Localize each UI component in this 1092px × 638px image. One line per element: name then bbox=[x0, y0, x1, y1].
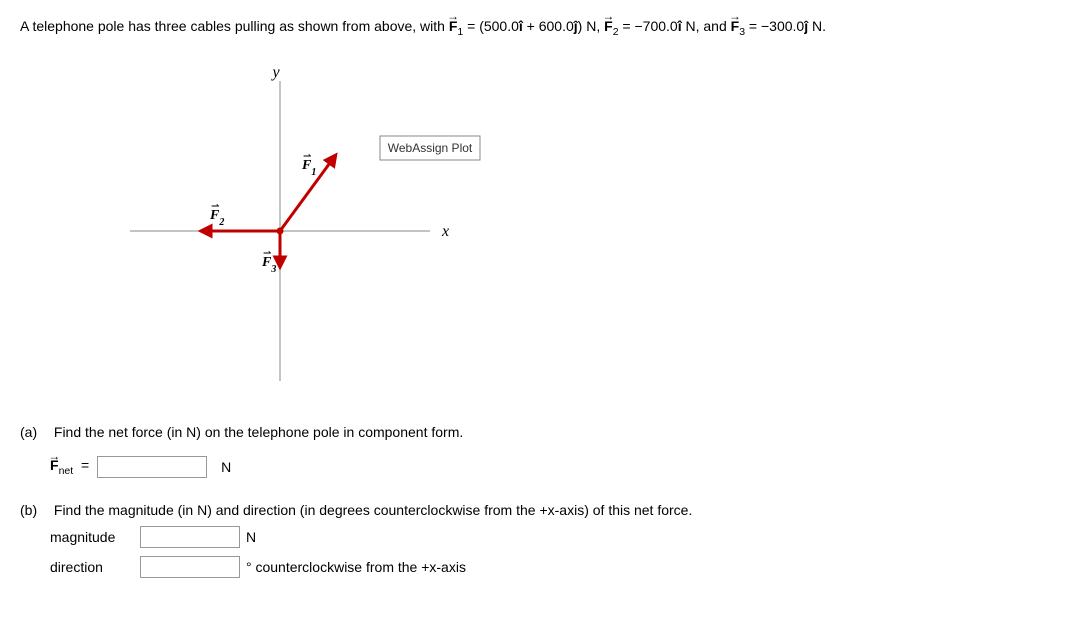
f2-symbol: F bbox=[604, 16, 613, 37]
direction-row: direction ° counterclockwise from the +x… bbox=[50, 556, 1072, 578]
svg-text:⇀: ⇀ bbox=[211, 201, 219, 212]
magnitude-input[interactable] bbox=[140, 526, 240, 548]
svg-text:⇀: ⇀ bbox=[263, 248, 271, 259]
svg-text:x: x bbox=[441, 223, 449, 240]
direction-label: direction bbox=[50, 559, 140, 575]
magnitude-unit: N bbox=[246, 529, 256, 545]
part-b-label: (b) bbox=[20, 502, 50, 518]
part-b-text: Find the magnitude (in N) and direction … bbox=[54, 502, 1066, 518]
magnitude-label: magnitude bbox=[50, 529, 140, 545]
force-plot-svg: xyF1⇀F2⇀F3⇀WebAssign Plot bbox=[100, 61, 520, 391]
magnitude-row: magnitude N bbox=[50, 526, 1072, 548]
fnet-label: Fnet = bbox=[50, 457, 89, 477]
svg-text:⇀: ⇀ bbox=[303, 151, 311, 162]
part-a-label: (a) bbox=[20, 424, 50, 440]
direction-unit: ° counterclockwise from the +x-axis bbox=[246, 559, 466, 575]
part-b: (b) Find the magnitude (in N) and direct… bbox=[20, 502, 1072, 578]
fnet-unit: N bbox=[221, 459, 231, 475]
part-a-text: Find the net force (in N) on the telepho… bbox=[54, 424, 1066, 440]
svg-text:WebAssign Plot: WebAssign Plot bbox=[388, 141, 473, 155]
f3-symbol: F bbox=[731, 16, 740, 37]
fnet-input[interactable] bbox=[97, 456, 207, 478]
problem-statement: A telephone pole has three cables pullin… bbox=[20, 16, 1072, 41]
intro-text: A telephone pole has three cables pullin… bbox=[20, 18, 449, 34]
svg-text:y: y bbox=[270, 64, 280, 81]
part-a-answer-row: Fnet = N bbox=[50, 456, 1072, 478]
f1-symbol: F bbox=[449, 16, 458, 37]
direction-input[interactable] bbox=[140, 556, 240, 578]
force-diagram: xyF1⇀F2⇀F3⇀WebAssign Plot bbox=[100, 61, 1072, 394]
part-a: (a) Find the net force (in N) on the tel… bbox=[20, 424, 1072, 478]
